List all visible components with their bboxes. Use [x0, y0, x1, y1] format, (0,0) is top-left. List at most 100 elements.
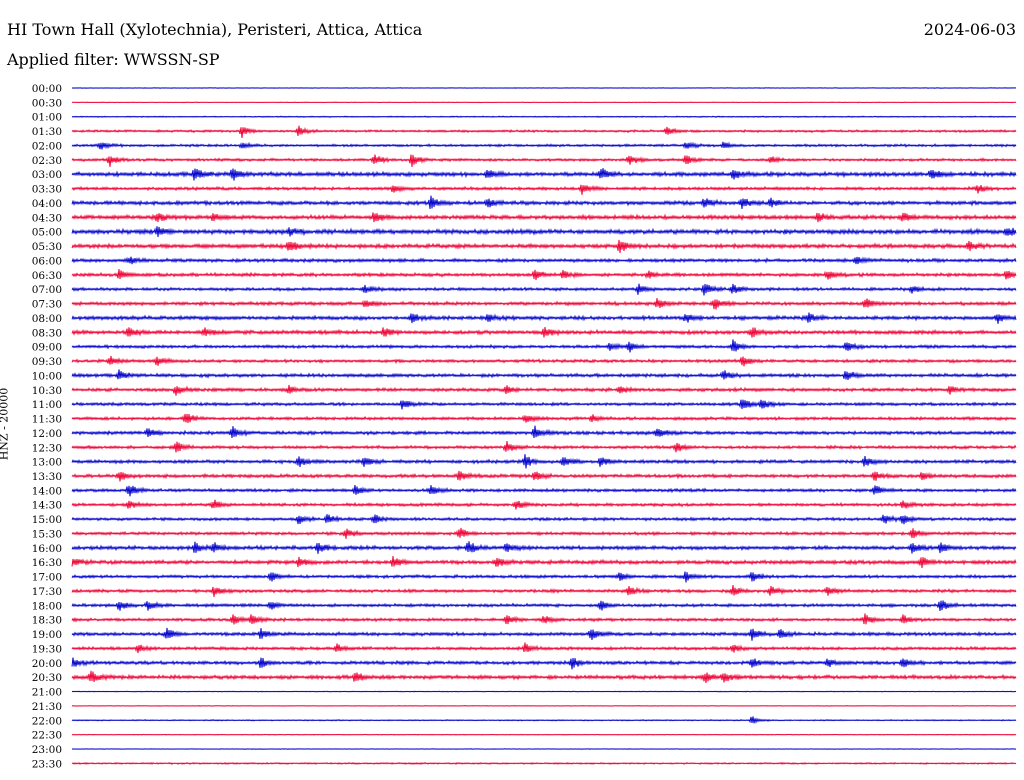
row-time-label: 16:00	[32, 543, 62, 555]
row-time-label: 00:00	[32, 83, 62, 95]
row-time-label: 15:30	[32, 528, 62, 540]
trace-row	[71, 101, 1017, 104]
trace-row	[71, 470, 1017, 482]
row-time-label: 12:00	[32, 428, 62, 440]
row-time-label: 14:30	[32, 500, 62, 512]
trace-row	[71, 600, 1017, 611]
filter-label: Applied filter: WWSSN-SP	[7, 50, 220, 69]
row-time-label: 21:00	[32, 687, 62, 699]
row-time-label: 18:00	[32, 600, 62, 612]
row-time-label: 11:30	[32, 414, 62, 426]
trace-row	[71, 555, 1017, 569]
row-time-label: 03:30	[32, 184, 62, 196]
row-time-label: 23:30	[32, 758, 62, 770]
trace-row	[71, 212, 1017, 223]
row-time-label: 11:00	[32, 399, 62, 411]
trace-row	[71, 748, 1017, 750]
trace-row	[71, 527, 1017, 539]
trace-row	[71, 733, 1017, 736]
trace-row	[71, 195, 1017, 210]
row-time-label: 01:00	[32, 112, 62, 124]
trace-row	[71, 613, 1017, 625]
trace-row	[71, 716, 1017, 725]
row-time-label: 04:00	[32, 198, 62, 210]
row-time-label: 16:30	[32, 557, 62, 569]
trace-row	[71, 269, 1017, 280]
trace-row	[71, 571, 1017, 583]
trace-row	[71, 115, 1017, 119]
row-time-label: 03:00	[32, 169, 62, 181]
trace-row	[71, 413, 1017, 423]
trace-row	[71, 87, 1017, 89]
row-time-label: 23:00	[32, 744, 62, 756]
row-time-label: 08:30	[32, 327, 62, 339]
row-time-label: 10:00	[32, 370, 62, 382]
row-time-label: 18:30	[32, 615, 62, 627]
date-label: 2024-06-03	[923, 20, 1016, 39]
trace-row	[71, 642, 1017, 654]
trace-row	[71, 627, 1017, 641]
trace-row	[71, 690, 1017, 693]
trace-row	[71, 256, 1017, 265]
trace-row	[71, 485, 1017, 497]
row-time-label: 04:30	[32, 212, 62, 224]
trace-row	[71, 184, 1017, 195]
trace-row	[71, 584, 1017, 598]
trace-row	[71, 125, 1017, 139]
row-time-label: 22:30	[32, 730, 62, 742]
row-time-label: 05:00	[32, 227, 62, 239]
trace-row	[71, 541, 1017, 554]
row-time-label: 15:00	[32, 514, 62, 526]
row-time-label: 07:30	[32, 299, 62, 311]
trace-row	[71, 283, 1017, 296]
row-time-label: 12:30	[32, 442, 62, 454]
row-time-label: 02:30	[32, 155, 62, 167]
trace-row	[71, 761, 1017, 766]
row-time-label: 08:00	[32, 313, 62, 325]
trace-row	[71, 514, 1017, 525]
trace-row	[71, 326, 1017, 338]
row-time-label: 10:30	[32, 385, 62, 397]
row-time-label: 09:30	[32, 356, 62, 368]
trace-row	[71, 369, 1017, 380]
trace-row	[71, 168, 1017, 181]
row-time-label: 05:30	[32, 241, 62, 253]
row-time-label: 21:30	[32, 701, 62, 713]
row-time-label: 06:30	[32, 270, 62, 282]
trace-row	[71, 297, 1017, 310]
row-time-label: 00:30	[32, 97, 62, 109]
row-time-label: 13:00	[32, 457, 62, 469]
row-time-label: 22:00	[32, 715, 62, 727]
trace-row	[71, 454, 1017, 469]
row-time-label: 17:30	[32, 586, 62, 598]
trace-row	[71, 154, 1017, 167]
row-time-label: 13:30	[32, 471, 62, 483]
trace-row	[71, 339, 1017, 353]
trace-row	[71, 355, 1017, 367]
trace-row	[71, 384, 1017, 396]
row-time-label: 19:00	[32, 629, 62, 641]
trace-row	[71, 425, 1017, 439]
row-time-label: 20:00	[32, 658, 62, 670]
row-time-label: 06:00	[32, 255, 62, 267]
trace-row	[71, 499, 1017, 510]
row-time-label: 17:00	[32, 572, 62, 584]
trace-row	[71, 141, 1017, 150]
trace-row	[71, 440, 1017, 453]
row-time-label: 19:30	[32, 643, 62, 655]
row-time-label: 02:00	[32, 140, 62, 152]
trace-row	[71, 239, 1017, 254]
row-time-label: 14:00	[32, 485, 62, 497]
trace-row	[71, 705, 1017, 707]
trace-row	[71, 226, 1017, 238]
trace-row	[71, 670, 1017, 683]
row-time-label: 09:00	[32, 342, 62, 354]
trace-row	[71, 399, 1017, 410]
trace-row	[71, 657, 1017, 670]
trace-row	[71, 312, 1017, 324]
row-time-label: 07:00	[32, 284, 62, 296]
station-title: HI Town Hall (Xylotechnia), Peristeri, A…	[7, 20, 423, 39]
row-time-label: 01:30	[32, 126, 62, 138]
row-time-label: 20:30	[32, 672, 62, 684]
